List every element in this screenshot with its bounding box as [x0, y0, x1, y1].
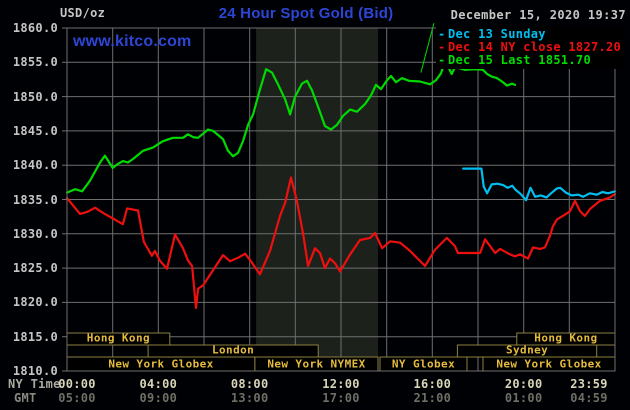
legend-label: Dec 15 Last 1851.70	[448, 53, 591, 67]
chart-datetime: December 15, 2020 19:37	[450, 8, 626, 22]
x-tick-label-ny: 04:00	[139, 377, 178, 391]
y-tick-label: 1840.0	[12, 158, 58, 173]
legend-label: Dec 13 Sunday	[448, 27, 546, 41]
legend-dash-marker: -	[438, 40, 446, 54]
x-tick-label-gmt: 01:00	[504, 391, 543, 405]
x-tick-label-ny: 23:59	[570, 377, 608, 391]
x-tick-label-gmt: 05:00	[58, 391, 96, 405]
session-label: Hong Kong	[87, 332, 150, 345]
x-tick-label-ny: 12:00	[322, 377, 360, 391]
series-dec15-last	[65, 60, 517, 194]
x-axis-ny-time-label: NY Time	[8, 377, 61, 391]
legend-dash-marker: -	[438, 27, 446, 41]
page-title: 24 Hour Spot Gold (Bid)	[218, 5, 394, 22]
legend-dash-marker: -	[438, 53, 446, 67]
session-label: New York NYMEX	[267, 358, 365, 371]
legend-item: - Dec 15 Last 1851.70	[438, 54, 621, 67]
session-label: NY Globex	[392, 358, 455, 371]
y-tick-label: 1830.0	[12, 226, 58, 241]
legend: - Dec 13 Sunday - Dec 14 NY close 1827.20- D…	[436, 27, 625, 69]
y-tick-label: 1835.0	[12, 192, 58, 207]
y-tick-label: 1850.0	[12, 89, 58, 104]
x-axis-gmt-label: GMT	[14, 391, 37, 405]
x-tick-label-gmt: 04:59	[570, 391, 608, 405]
y-tick-label: 1845.0	[12, 123, 58, 138]
session-label: New York Globex	[496, 358, 601, 371]
legend-label: Dec 14 NY close 1827.20	[448, 40, 622, 54]
x-tick-label-gmt: 13:00	[230, 391, 269, 405]
x-tick-label-gmt: 09:00	[139, 391, 178, 405]
y-tick-label: 1825.0	[12, 261, 58, 276]
kitco-watermark-link: www.kitco.com	[73, 33, 192, 50]
y-tick-label: 1855.0	[12, 55, 58, 70]
y-tick-label: 1820.0	[12, 295, 58, 310]
session-label: Sydney	[506, 344, 548, 357]
x-tick-label-ny: 08:00	[230, 377, 269, 391]
y-axis-units-label: USD/oz	[60, 6, 106, 20]
x-tick-label-ny: 20:00	[504, 377, 543, 391]
legend-item: - Dec 14 NY close 1827.20	[438, 41, 621, 54]
x-tick-label-gmt: 21:00	[413, 391, 452, 405]
x-tick-label-ny: 16:00	[413, 377, 452, 391]
plot-border	[66, 27, 616, 372]
y-tick-label: 1860.0	[12, 21, 58, 35]
y-tick-label: 1815.0	[12, 329, 58, 344]
legend-item: - Dec 13 Sunday	[438, 28, 621, 41]
session-label: London	[212, 344, 254, 357]
session-label: New York Globex	[108, 358, 213, 371]
artifact-spike-line	[420, 23, 435, 73]
session-label: Hong Kong	[534, 332, 597, 345]
x-tick-label-gmt: 17:00	[322, 391, 360, 405]
series-dec13-sunday	[462, 167, 617, 202]
x-tick-label-ny: 00:00	[58, 377, 96, 391]
series-dec14-ny-close	[65, 176, 617, 309]
y-tick-label: 1810.0	[12, 364, 58, 378]
